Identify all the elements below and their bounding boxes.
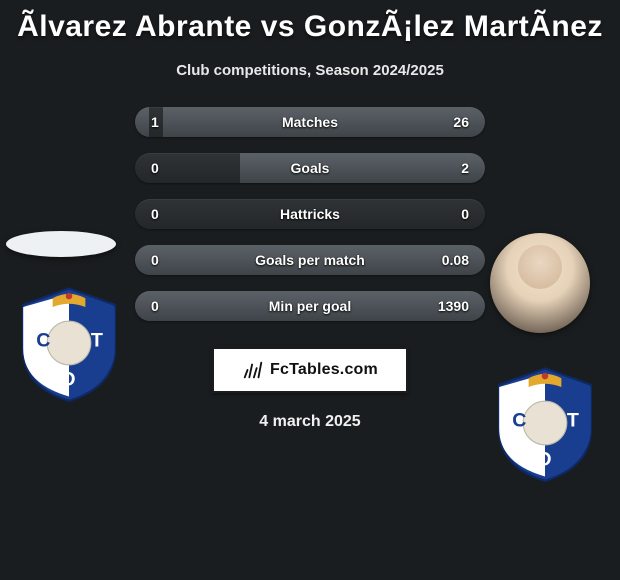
stat-label: Min per goal xyxy=(135,298,485,314)
page-title: Ãlvarez Abrante vs GonzÃ¡lez MartÃnez xyxy=(0,0,620,44)
stat-row: 0Min per goal1390 xyxy=(135,291,485,321)
svg-text:D: D xyxy=(537,449,551,471)
svg-text:C: C xyxy=(36,329,50,351)
stat-label: Goals xyxy=(135,160,485,176)
stat-value-right: 0 xyxy=(461,206,469,222)
stat-label: Matches xyxy=(135,114,485,130)
stat-row: 0Hattricks0 xyxy=(135,199,485,229)
comparison-stage: C T D C T D 1Matches260Goals20Hattricks0… xyxy=(0,107,620,431)
player2-avatar xyxy=(490,233,590,333)
player1-avatar xyxy=(6,231,116,257)
stat-value-right: 1390 xyxy=(438,298,469,314)
stat-label: Hattricks xyxy=(135,206,485,222)
stat-value-right: 0.08 xyxy=(442,252,469,268)
player1-club-crest: C T D xyxy=(14,283,124,403)
fctables-logo-icon xyxy=(242,359,264,381)
svg-text:D: D xyxy=(61,369,75,391)
stat-value-right: 2 xyxy=(461,160,469,176)
svg-text:C: C xyxy=(512,409,526,431)
subtitle: Club competitions, Season 2024/2025 xyxy=(0,62,620,79)
brand-badge: FcTables.com xyxy=(212,347,408,393)
stat-label: Goals per match xyxy=(135,252,485,268)
stat-row: 0Goals2 xyxy=(135,153,485,183)
stat-row: 1Matches26 xyxy=(135,107,485,137)
stat-value-right: 26 xyxy=(453,114,469,130)
player2-club-crest: C T D xyxy=(490,363,600,483)
svg-text:T: T xyxy=(91,329,103,351)
stat-row: 0Goals per match0.08 xyxy=(135,245,485,275)
svg-text:T: T xyxy=(567,409,579,431)
stat-rows: 1Matches260Goals20Hattricks00Goals per m… xyxy=(135,107,485,321)
brand-text: FcTables.com xyxy=(270,361,378,379)
